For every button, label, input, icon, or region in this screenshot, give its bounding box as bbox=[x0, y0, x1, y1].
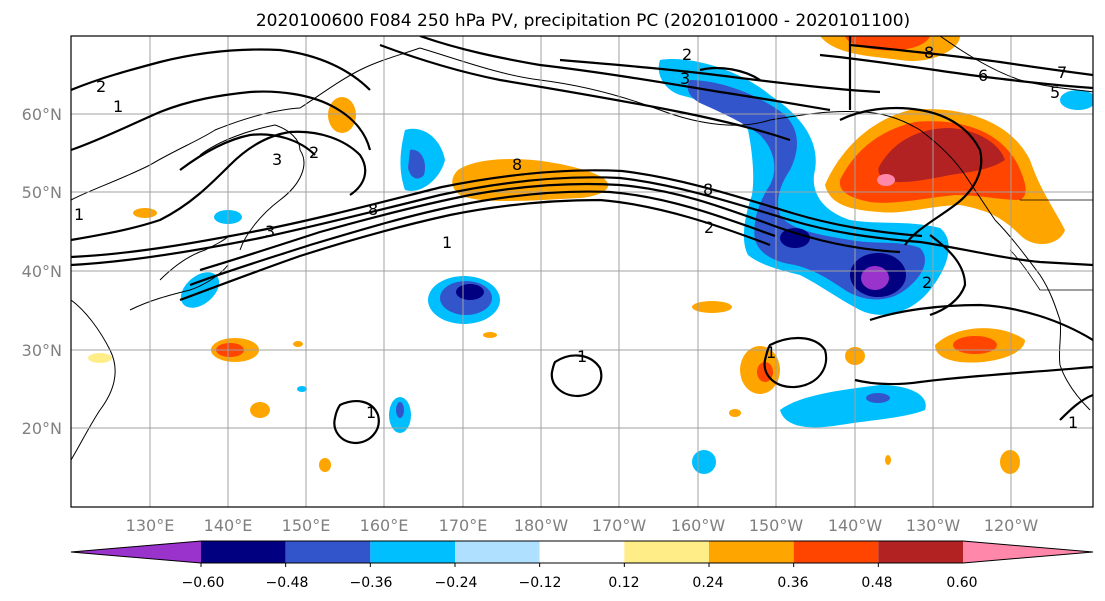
lon-label: 140°E bbox=[204, 516, 253, 535]
contour-label: 5 bbox=[1050, 83, 1060, 102]
colorbar-tick-label: −0.12 bbox=[519, 575, 562, 591]
pv-contours bbox=[71, 36, 1093, 445]
lat-label: 60°N bbox=[22, 105, 62, 124]
contour-label: 1 bbox=[366, 403, 376, 422]
lat-label: 50°N bbox=[22, 183, 62, 202]
lon-label: 170°E bbox=[439, 516, 488, 535]
lat-label: 40°N bbox=[22, 262, 62, 281]
contour-label: 8 bbox=[368, 200, 378, 219]
map-title: 2020100600 F084 250 hPa PV, precipitatio… bbox=[256, 11, 910, 31]
contour-label: 1 bbox=[1068, 413, 1078, 432]
contour-label: 1 bbox=[74, 205, 84, 224]
contour-label: 3 bbox=[272, 150, 282, 169]
colorbar-segment bbox=[793, 541, 879, 563]
contour-label: 1 bbox=[442, 233, 452, 252]
colorbar-segment bbox=[624, 541, 709, 563]
colorbar-tick-label: 0.48 bbox=[861, 575, 892, 591]
lon-label: 140°W bbox=[828, 516, 883, 535]
contour-label: 2 bbox=[96, 77, 106, 96]
colorbar-segment bbox=[878, 541, 963, 563]
lon-label: 120°W bbox=[984, 516, 1039, 535]
lon-label: 130°E bbox=[126, 516, 175, 535]
contour-label: 1 bbox=[113, 97, 123, 116]
colorbar-tick-label: 0.12 bbox=[608, 575, 639, 591]
lat-label: 30°N bbox=[22, 341, 62, 360]
colorbar-tick-label: −0.48 bbox=[266, 575, 309, 591]
colorbar-labels: −0.60 −0.48 −0.36 −0.24 −0.12 0.12 0.24 … bbox=[182, 575, 978, 591]
colorbar-segment bbox=[963, 541, 1093, 563]
lon-label: 130°W bbox=[906, 516, 961, 535]
lon-label: 170°W bbox=[592, 516, 647, 535]
colorbar-tick-label: 0.36 bbox=[777, 575, 808, 591]
contour-label: 6 bbox=[978, 66, 988, 85]
contour-label: 2 bbox=[922, 273, 932, 292]
lat-label: 20°N bbox=[22, 419, 62, 438]
lon-label: 150°E bbox=[282, 516, 331, 535]
colorbar-tick-label: −0.24 bbox=[435, 575, 478, 591]
contour-label: 2 bbox=[309, 143, 319, 162]
colorbar-segment bbox=[370, 541, 455, 563]
colorbar-segment bbox=[285, 541, 371, 563]
colorbar-segment bbox=[71, 541, 201, 563]
contour-label: 3 bbox=[680, 69, 690, 88]
colorbar-tick-label: −0.60 bbox=[182, 575, 225, 591]
lon-label: 150°W bbox=[749, 516, 804, 535]
contour-label: 3 bbox=[265, 222, 275, 241]
colorbar bbox=[70, 540, 1094, 567]
contour-labels: 2 1 3 2 1 2 8 3 1 8 2 8 6 7 5 3 8 2 1 1 … bbox=[74, 43, 1078, 432]
colorbar-segment bbox=[201, 541, 286, 563]
lon-labels: 130°E 140°E 150°E 160°E 170°E 180°W 170°… bbox=[126, 516, 1039, 535]
contour-label: 1 bbox=[577, 347, 587, 366]
colorbar-tick-label: 0.60 bbox=[946, 575, 977, 591]
lon-label: 160°E bbox=[360, 516, 409, 535]
colorbar-segment bbox=[539, 541, 625, 563]
map-area: 2 1 3 2 1 2 8 3 1 8 2 8 6 7 5 3 8 2 1 1 … bbox=[71, 36, 1093, 507]
contour-label: 1 bbox=[766, 343, 776, 362]
lat-labels: 60°N 50°N 40°N 30°N 20°N bbox=[22, 105, 62, 438]
colorbar-segment bbox=[455, 541, 540, 563]
colorbar-tick-label: −0.36 bbox=[350, 575, 393, 591]
colorbar-segment bbox=[709, 541, 794, 563]
lon-label: 180°W bbox=[514, 516, 569, 535]
contour-label: 2 bbox=[704, 218, 714, 237]
map-frame bbox=[70, 35, 1094, 508]
contour-label: 8 bbox=[924, 43, 934, 62]
contour-label: 8 bbox=[512, 155, 522, 174]
colorbar-tick-label: 0.24 bbox=[692, 575, 723, 591]
contour-label: 2 bbox=[682, 45, 692, 64]
contour-label: 8 bbox=[703, 180, 713, 199]
lon-label: 160°W bbox=[671, 516, 726, 535]
contour-label: 7 bbox=[1057, 63, 1067, 82]
